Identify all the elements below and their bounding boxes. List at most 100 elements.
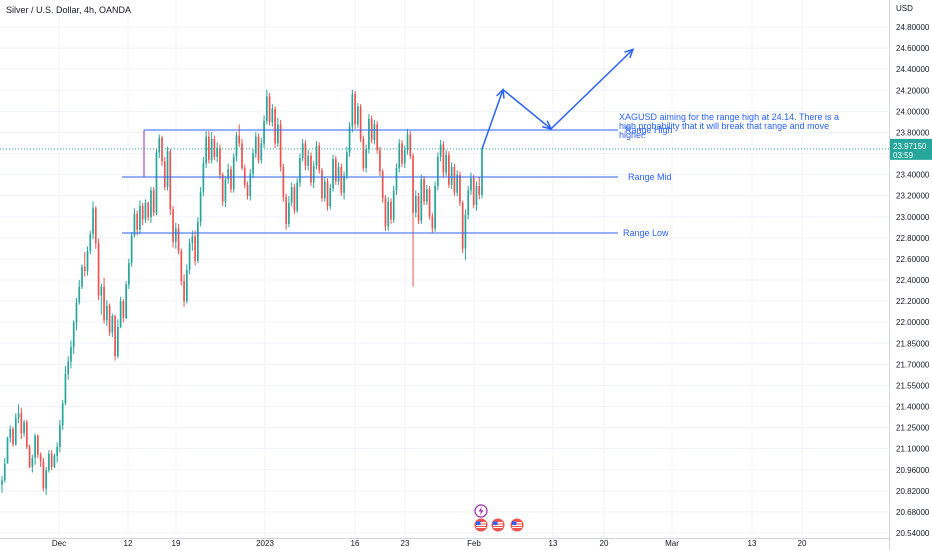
candle-body bbox=[67, 361, 70, 375]
price-tick-label: 24.20000 bbox=[896, 86, 930, 95]
range-mid-label: Range Mid bbox=[628, 172, 672, 182]
candle-body bbox=[111, 315, 114, 333]
annotation-note[interactable]: XAGUSD aiming for the range high at 24.1… bbox=[619, 112, 839, 140]
us-flag-event-icon[interactable] bbox=[510, 518, 524, 532]
candle-body bbox=[48, 453, 50, 471]
candle-body bbox=[31, 457, 34, 467]
candle-body bbox=[219, 147, 221, 175]
candle-body bbox=[243, 168, 246, 185]
range-drawings[interactable] bbox=[0, 48, 890, 234]
candle-body bbox=[373, 124, 376, 141]
price-tick-label: 23.80000 bbox=[896, 128, 930, 137]
candle-body bbox=[478, 185, 481, 195]
price-tick-label: 21.70000 bbox=[896, 360, 930, 369]
candle-body bbox=[450, 166, 453, 185]
last-price-tag: 23.97150 03:59 bbox=[890, 138, 932, 160]
candle-body bbox=[409, 134, 412, 156]
candle-body bbox=[326, 181, 329, 207]
candle-body bbox=[117, 327, 119, 357]
candle-body bbox=[64, 374, 67, 404]
candle-body bbox=[3, 463, 6, 481]
candle-body bbox=[481, 149, 483, 195]
projection-path[interactable] bbox=[481, 48, 634, 150]
candle-body bbox=[155, 152, 158, 213]
candle-body bbox=[133, 213, 136, 236]
candle-body bbox=[406, 134, 409, 151]
price-tick-label: 22.80000 bbox=[896, 234, 930, 243]
candle-body bbox=[334, 159, 337, 182]
price-tick-label: 21.10000 bbox=[896, 445, 930, 454]
date-tick-label: Mar bbox=[665, 539, 679, 548]
candle-body bbox=[75, 302, 78, 323]
candle-body bbox=[72, 322, 75, 348]
candle-body bbox=[428, 189, 431, 217]
candle-body bbox=[70, 347, 72, 362]
candle-body bbox=[475, 185, 478, 205]
us-flag-event-icon[interactable] bbox=[491, 518, 505, 532]
price-tick-label: 22.60000 bbox=[896, 255, 930, 264]
candle-body bbox=[199, 191, 202, 222]
candle-body bbox=[92, 208, 94, 235]
candle-body bbox=[216, 147, 219, 157]
candlestick-series[interactable] bbox=[1, 89, 483, 495]
date-tick-label: 20 bbox=[600, 539, 609, 548]
candle-body bbox=[461, 202, 464, 249]
candle-body bbox=[387, 201, 390, 227]
candle-body bbox=[202, 163, 205, 192]
candle-body bbox=[177, 228, 180, 251]
price-tick-label: 20.82000 bbox=[896, 487, 930, 496]
candle-body bbox=[321, 170, 323, 199]
price-tick-label: 20.54000 bbox=[896, 529, 930, 538]
price-tick-label: 21.40000 bbox=[896, 403, 930, 412]
candle-body bbox=[163, 161, 166, 188]
candle-body bbox=[208, 136, 210, 161]
candle-body bbox=[130, 235, 133, 264]
annotation-line: high probability that it will break that… bbox=[619, 121, 829, 131]
price-tick-label: 21.85000 bbox=[896, 339, 930, 348]
candle-body bbox=[277, 124, 279, 144]
candle-body bbox=[161, 137, 163, 162]
lightning-event-icon[interactable] bbox=[474, 504, 488, 518]
candle-body bbox=[152, 190, 155, 213]
candle-body bbox=[37, 435, 39, 455]
price-tick-label: 21.25000 bbox=[896, 424, 930, 433]
candle-body bbox=[128, 263, 130, 285]
price-tick-label: 23.00000 bbox=[896, 213, 930, 222]
candle-body bbox=[448, 154, 450, 185]
candle-body bbox=[467, 190, 470, 216]
candle-body bbox=[265, 96, 268, 122]
candle-body bbox=[359, 106, 362, 139]
candle-body bbox=[235, 135, 238, 157]
annotation-line: XAGUSD aiming for the range high at 24.1… bbox=[619, 112, 839, 122]
candle-body bbox=[464, 215, 467, 249]
candle-body bbox=[417, 196, 420, 221]
candle-body bbox=[172, 209, 174, 242]
candle-body bbox=[28, 446, 31, 467]
candle-body bbox=[252, 153, 254, 174]
candle-body bbox=[271, 108, 274, 123]
candle-body bbox=[354, 94, 356, 125]
candle-body bbox=[197, 221, 199, 261]
candle-body bbox=[249, 173, 252, 197]
candle-body bbox=[263, 121, 265, 144]
us-flag-event-icon[interactable] bbox=[474, 518, 488, 532]
candle-body bbox=[412, 155, 414, 213]
candle-body bbox=[439, 144, 442, 157]
candle-body bbox=[125, 284, 127, 319]
candle-body bbox=[274, 108, 276, 144]
candle-body bbox=[230, 169, 232, 190]
candle-body bbox=[14, 417, 17, 445]
price-tick-label: 24.80000 bbox=[896, 23, 930, 32]
annotation-line: higher. bbox=[619, 130, 646, 140]
price-tag-value: 23.97150 bbox=[893, 142, 927, 151]
candle-body bbox=[238, 135, 241, 144]
candle-body bbox=[158, 137, 161, 153]
candle-body bbox=[108, 305, 111, 333]
price-axis-panel[interactable] bbox=[890, 0, 932, 538]
candle-body bbox=[221, 174, 224, 202]
candle-body bbox=[114, 315, 116, 357]
candle-body bbox=[345, 152, 348, 176]
price-tick-label: 23.20000 bbox=[896, 192, 930, 201]
candle-body bbox=[456, 174, 459, 193]
